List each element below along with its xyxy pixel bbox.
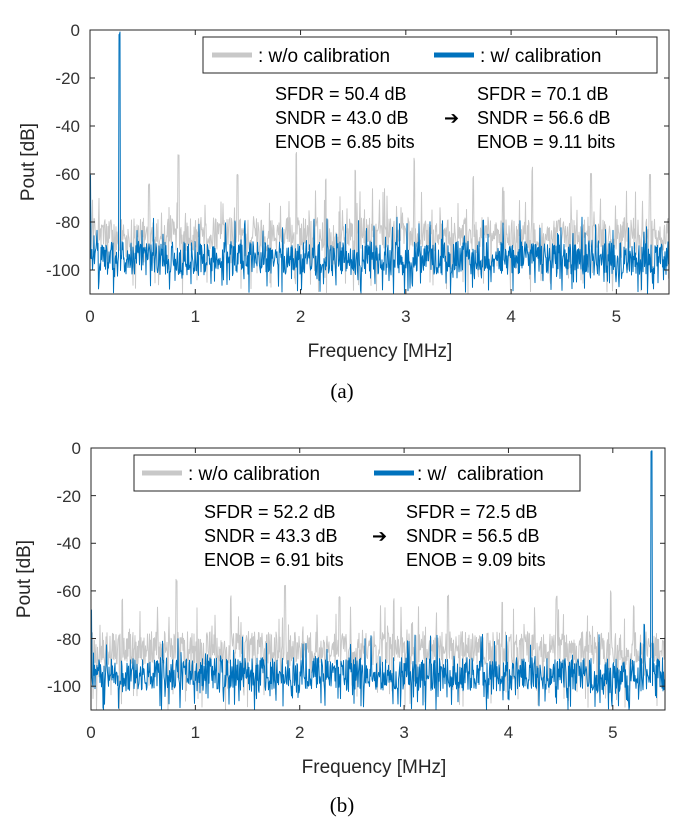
panel-a-xlabel: Frequency [MHz] bbox=[308, 341, 453, 362]
panel-a-arrow: ➔ bbox=[444, 108, 459, 129]
panel-a-axes-box bbox=[89, 29, 670, 295]
panel-b-xtick-3: 3 bbox=[399, 723, 408, 742]
panel-b-series-without-calibration bbox=[90, 578, 666, 711]
panel-b-xtick-2: 2 bbox=[295, 723, 304, 742]
panel-b-ytick-2: -40 bbox=[56, 534, 81, 553]
panel-b-legend-box bbox=[133, 454, 581, 492]
panel-b-caption: (b) bbox=[330, 793, 355, 817]
panel-b-blue-series bbox=[90, 450, 666, 711]
panel-b-ytick-1: -20 bbox=[56, 487, 81, 506]
panel-b: 0 -20 -40 -60 -80 -100 0 1 2 3 4 5 Pout … bbox=[14, 439, 666, 817]
panel-b-arrow: ➔ bbox=[372, 526, 387, 547]
panel-a-legend-box bbox=[202, 36, 658, 74]
panel-a-xtick-4: 4 bbox=[506, 307, 515, 326]
panel-b-xtick-5: 5 bbox=[608, 723, 617, 742]
panel-b-legend-label-blue: : w/ calibration bbox=[417, 464, 544, 485]
panel-a: 0 -20 -40 -60 -80 -100 0 1 2 3 4 5 Pout … bbox=[18, 21, 670, 403]
panel-b-ytick-0: 0 bbox=[72, 439, 81, 458]
panel-b-xtick-4: 4 bbox=[504, 723, 513, 742]
panel-a-blue-series bbox=[89, 31, 670, 295]
panel-a-legend-label-blue: : w/ calibration bbox=[480, 46, 601, 67]
panel-a-ticks bbox=[89, 29, 669, 294]
panel-a-xtick-3: 3 bbox=[401, 307, 410, 326]
panel-a-legend-label-grey: : w/o calibration bbox=[258, 46, 390, 67]
panel-a-xtick-5: 5 bbox=[612, 307, 621, 326]
panel-a-xtick-0: 0 bbox=[85, 307, 94, 326]
panel-b-after-enob: ENOB = 9.09 bits bbox=[406, 550, 546, 570]
panel-b-axes-box bbox=[90, 447, 666, 711]
panel-b-after-sfdr: SFDR = 72.5 dB bbox=[406, 502, 538, 522]
panel-b-ytick-3: -60 bbox=[56, 582, 81, 601]
panel-b-xtick-1: 1 bbox=[191, 723, 200, 742]
panel-b-grey-series bbox=[90, 578, 666, 711]
panel-b-ytick-5: -100 bbox=[47, 677, 81, 696]
panel-b-annotation: SFDR = 52.2 dB SNDR = 43.3 dB ENOB = 6.9… bbox=[204, 502, 546, 570]
panel-a-before-enob: ENOB = 6.85 bits bbox=[275, 132, 415, 152]
panel-a-ytick-0: 0 bbox=[71, 21, 80, 40]
panel-a-xtick-2: 2 bbox=[296, 307, 305, 326]
panel-b-legend-label-grey: : w/o calibration bbox=[188, 464, 320, 485]
panel-b-before-sndr: SNDR = 43.3 dB bbox=[204, 526, 338, 546]
panel-a-before-sndr: SNDR = 43.0 dB bbox=[275, 108, 409, 128]
panel-a-ytick-1: -20 bbox=[55, 69, 80, 88]
panel-a-after-sfdr: SFDR = 70.1 dB bbox=[477, 84, 609, 104]
panel-a-annotation: SFDR = 50.4 dB SNDR = 43.0 dB ENOB = 6.8… bbox=[275, 84, 615, 152]
panel-b-ticks bbox=[90, 447, 665, 710]
panel-a-ytick-3: -60 bbox=[55, 165, 80, 184]
panel-a-ytick-5: -100 bbox=[46, 261, 80, 280]
panel-a-caption: (a) bbox=[330, 379, 353, 403]
panel-b-after-sndr: SNDR = 56.5 dB bbox=[406, 526, 540, 546]
panel-b-before-sfdr: SFDR = 52.2 dB bbox=[204, 502, 336, 522]
panel-a-after-enob: ENOB = 9.11 bits bbox=[477, 132, 615, 152]
panel-b-ylabel: Pout [dB] bbox=[14, 540, 35, 618]
panel-b-xtick-0: 0 bbox=[86, 723, 95, 742]
panel-a-series-with-calibration bbox=[89, 31, 670, 295]
panel-a-before-sfdr: SFDR = 50.4 dB bbox=[275, 84, 407, 104]
panel-b-xlabel: Frequency [MHz] bbox=[302, 757, 447, 778]
panel-a-xtick-1: 1 bbox=[191, 307, 200, 326]
panel-b-before-enob: ENOB = 6.91 bits bbox=[204, 550, 344, 570]
panel-a-ytick-4: -80 bbox=[55, 213, 80, 232]
panel-b-series-with-calibration bbox=[90, 450, 666, 711]
panel-a-legend: : w/o calibration : w/ calibration bbox=[202, 36, 658, 74]
panel-b-ytick-4: -80 bbox=[56, 630, 81, 649]
panel-b-legend: : w/o calibration : w/ calibration bbox=[133, 454, 581, 492]
panel-a-after-sndr: SNDR = 56.6 dB bbox=[477, 108, 611, 128]
panel-a-ylabel: Pout [dB] bbox=[18, 123, 39, 201]
panel-a-ytick-2: -40 bbox=[55, 117, 80, 136]
